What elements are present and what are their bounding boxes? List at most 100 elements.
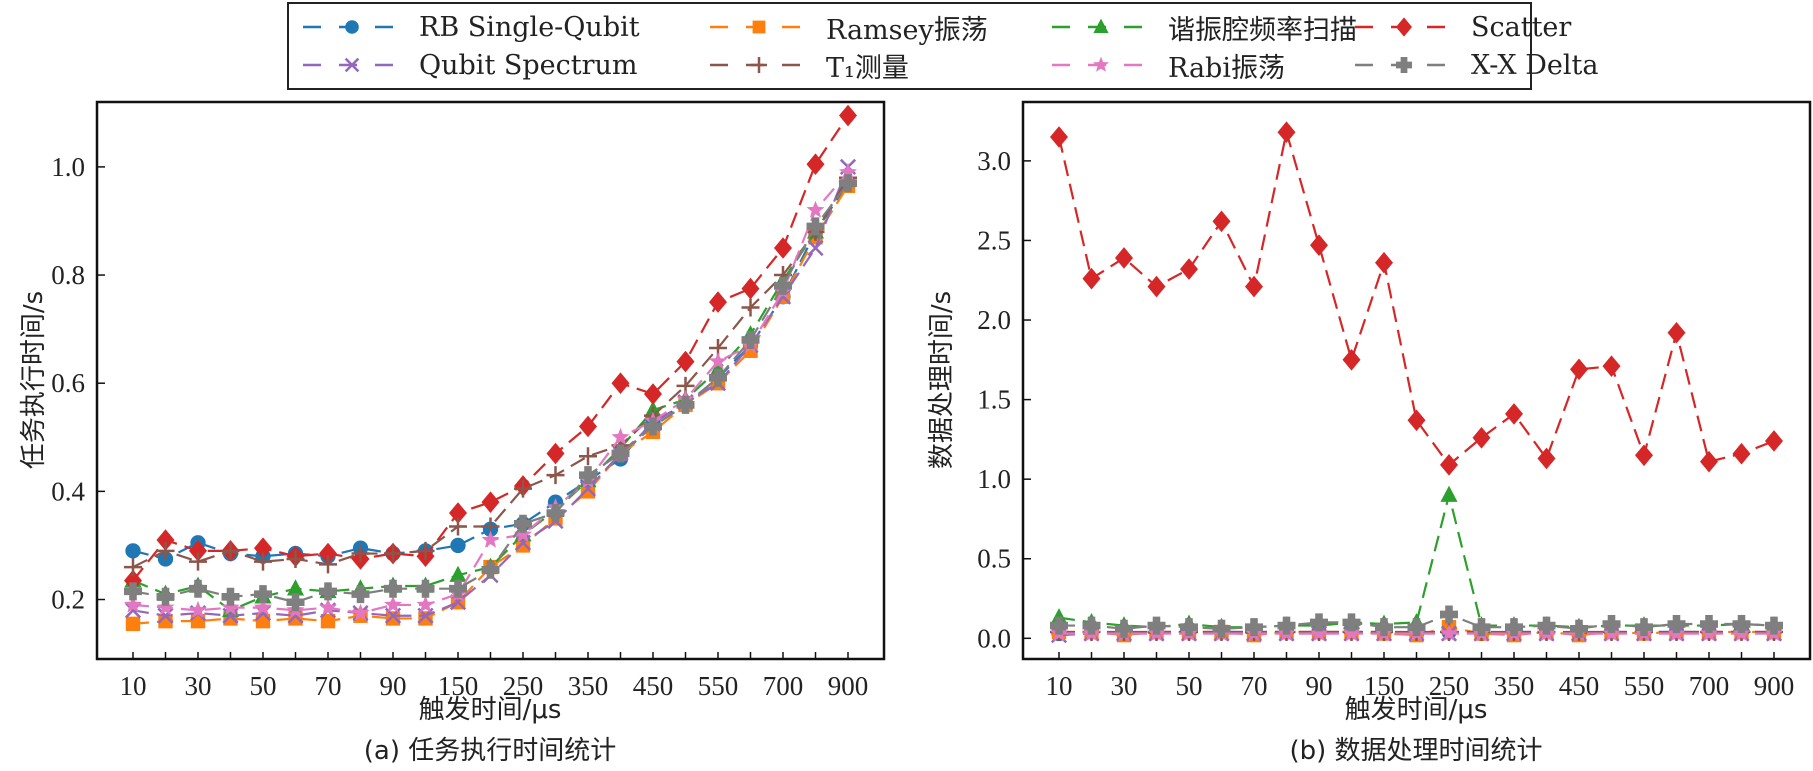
data-point-scatter xyxy=(1570,358,1588,381)
data-point-ramsey xyxy=(255,613,271,629)
x-tick-label: 10 xyxy=(120,671,147,701)
data-point-scatter xyxy=(1082,267,1101,290)
x-tick-label: 550 xyxy=(698,671,739,701)
data-point-scatter xyxy=(1602,355,1621,377)
x-tick-label: 10 xyxy=(1046,671,1073,701)
series-xx xyxy=(124,174,857,612)
data-point-scatter xyxy=(546,442,565,465)
legend-label: T₁测量 xyxy=(826,52,909,84)
series-line-resonator xyxy=(1058,494,1775,629)
data-point-scatter xyxy=(1537,447,1556,470)
series-line-spectrum xyxy=(132,166,850,617)
data-point-xx xyxy=(1310,613,1328,632)
data-point-scatter xyxy=(1375,251,1393,274)
data-point-scatter xyxy=(579,415,597,438)
data-point-scatter xyxy=(124,569,142,592)
data-point-scatter xyxy=(1732,442,1751,465)
data-point-xx xyxy=(1635,618,1653,637)
legend-label: 谐振腔频率扫描 xyxy=(1168,14,1357,46)
data-point-resonator xyxy=(286,579,305,596)
series-line-xx xyxy=(1059,613,1775,630)
series-line-t1 xyxy=(132,177,849,569)
data-point-rabi xyxy=(221,598,240,616)
x-tick-label: 90 xyxy=(380,671,407,701)
legend-label: Ramsey振荡 xyxy=(826,14,988,46)
x-tick-label: 700 xyxy=(763,671,804,701)
legend-marker-diamond-icon xyxy=(1396,17,1412,37)
x-tick-label: 250 xyxy=(503,671,544,701)
y-tick-label: 0.2 xyxy=(51,585,85,615)
data-point-rabi xyxy=(319,598,337,616)
panel-b-ylabel: 数据处理时间/s xyxy=(927,291,957,469)
legend-label: RB Single-Qubit xyxy=(419,11,640,43)
data-point-xx xyxy=(124,582,142,601)
series-t1 xyxy=(124,168,857,577)
data-point-xx xyxy=(709,368,727,387)
data-point-xx xyxy=(286,593,305,612)
data-point-ramsey xyxy=(385,611,401,626)
data-point-scatter xyxy=(1472,426,1491,449)
data-point-scatter xyxy=(1310,234,1328,257)
data-point-rabi xyxy=(611,427,630,445)
data-point-xx xyxy=(416,579,435,598)
data-point-scatter xyxy=(1277,121,1296,144)
data-point-xx xyxy=(514,514,532,533)
x-tick-label: 900 xyxy=(828,671,869,701)
x-tick-label: 50 xyxy=(250,671,277,701)
data-point-rabi xyxy=(254,598,272,616)
x-tick-label: 150 xyxy=(438,671,479,701)
x-tick-label: 50 xyxy=(1176,671,1203,701)
data-point-rabi xyxy=(481,530,500,548)
data-point-xx xyxy=(1180,618,1198,637)
data-point-xx xyxy=(1212,619,1231,638)
data-point-resonator xyxy=(1050,608,1068,625)
data-point-xx xyxy=(1700,614,1718,633)
data-point-ramsey xyxy=(320,613,336,629)
data-point-spectrum xyxy=(157,607,174,624)
data-point-xx xyxy=(579,466,597,485)
x-tick-label: 30 xyxy=(1111,671,1138,701)
x-tick-label: 550 xyxy=(1624,671,1665,701)
legend-item-resonator: 谐振腔频率扫描 xyxy=(1046,10,1357,46)
data-point-t1 xyxy=(351,544,370,563)
data-point-t1 xyxy=(741,298,760,317)
data-point-xx xyxy=(1472,618,1491,637)
panel-b-data-processing-time: 数据处理时间/s 触发时间/μs (b) 数据处理时间统计 10 30 50 70 90… xyxy=(927,100,1812,766)
legend-label: Qubit Spectrum xyxy=(419,49,638,81)
x-tick-label: 70 xyxy=(1241,671,1268,701)
data-point-xx xyxy=(189,579,207,598)
data-point-xx xyxy=(1407,618,1426,637)
data-point-scatter xyxy=(1147,275,1166,298)
data-point-t1 xyxy=(384,544,402,563)
data-point-t1 xyxy=(254,552,272,571)
legend-item-ramsey: Ramsey振荡 xyxy=(704,10,988,46)
x-tick-label: 250 xyxy=(1429,671,1470,701)
data-point-rb xyxy=(125,543,141,559)
data-point-xx xyxy=(1115,619,1133,638)
data-point-t1 xyxy=(416,541,435,560)
data-point-scatter xyxy=(709,291,727,313)
panel-b-xlabel: 触发时间/μs xyxy=(1345,695,1488,725)
legend-marker-square-icon xyxy=(752,20,766,34)
data-point-xx xyxy=(1440,605,1458,624)
legend: RB Single-Qubit Ramsey振荡 谐振腔频率扫描 Scatter Qub… xyxy=(287,2,1598,90)
data-point-xx xyxy=(1602,614,1621,633)
data-point-rabi xyxy=(416,595,435,613)
data-point-t1 xyxy=(449,517,467,536)
data-point-xx xyxy=(481,560,500,579)
data-point-rabi xyxy=(839,162,857,180)
data-point-scatter xyxy=(1180,258,1198,280)
data-point-xx xyxy=(741,330,760,349)
panel-b-series xyxy=(1050,121,1783,644)
data-point-scatter xyxy=(319,542,337,565)
data-point-rabi xyxy=(1342,624,1361,642)
x-tick-label: 150 xyxy=(1364,671,1405,701)
series-line-rabi xyxy=(132,171,849,615)
data-point-xx xyxy=(254,585,272,604)
data-point-xx xyxy=(1147,616,1166,635)
data-point-scatter xyxy=(1407,409,1426,432)
legend-swatch-resonator xyxy=(1052,18,1150,33)
panel-b-plot-area xyxy=(1021,100,1812,661)
y-tick-label: 1.0 xyxy=(51,152,85,182)
legend-swatch-ramsey xyxy=(710,20,808,34)
